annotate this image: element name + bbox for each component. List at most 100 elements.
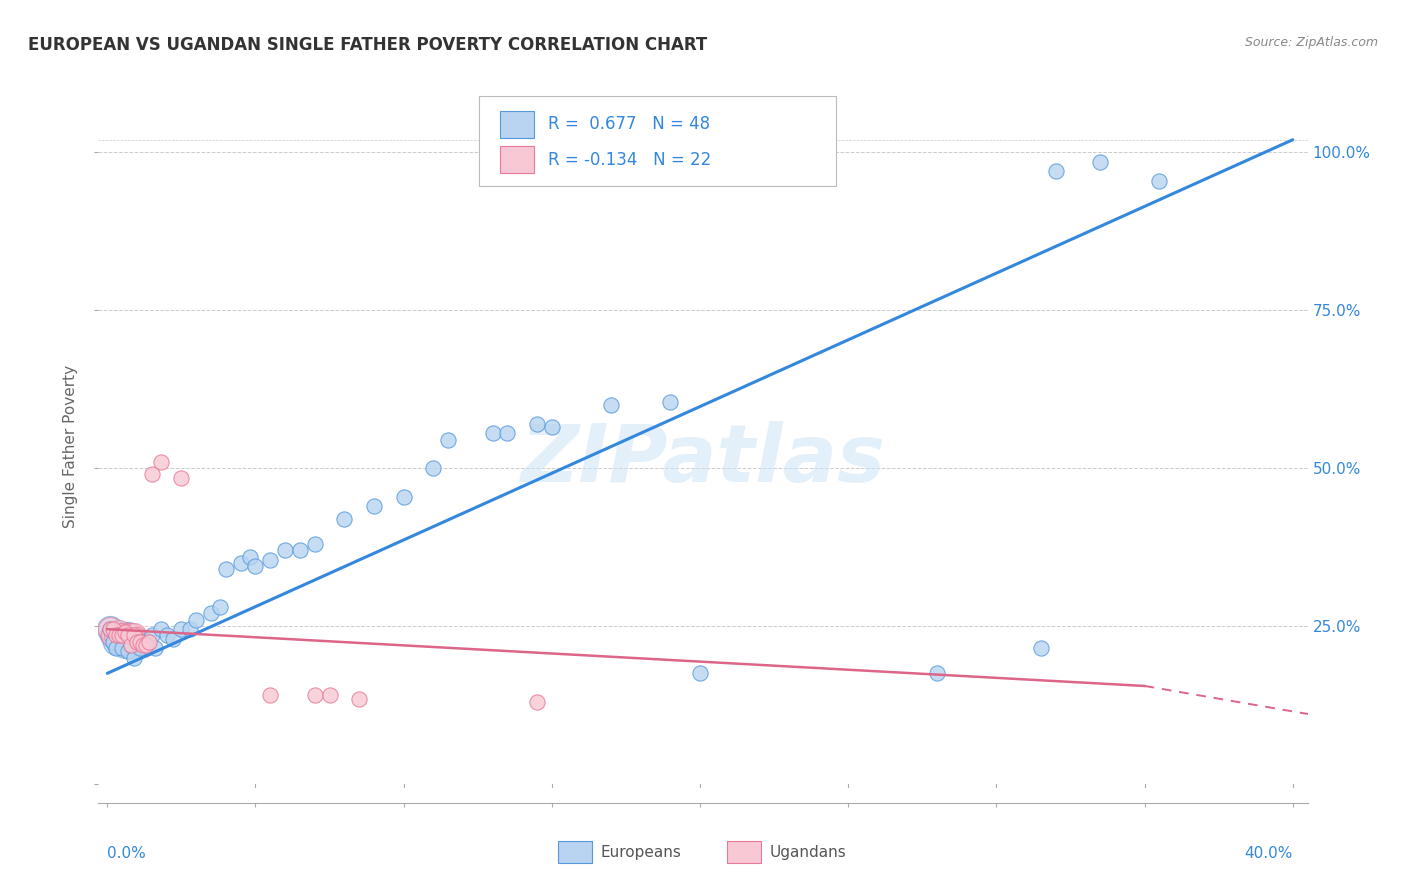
Point — [1029, 641, 1052, 656]
Point — [437, 433, 460, 447]
Point — [132, 638, 155, 652]
Point — [274, 543, 297, 558]
Point — [927, 666, 949, 681]
Point — [363, 499, 385, 513]
Point — [170, 622, 193, 636]
FancyBboxPatch shape — [501, 111, 534, 137]
Text: R =  0.677   N = 48: R = 0.677 N = 48 — [548, 115, 710, 133]
Point — [138, 634, 160, 648]
Point — [162, 632, 184, 646]
Point — [481, 426, 503, 441]
Point — [98, 622, 121, 636]
Point — [318, 689, 340, 703]
Text: 40.0%: 40.0% — [1244, 846, 1292, 861]
Point — [105, 634, 128, 648]
Point — [149, 455, 172, 469]
Point — [208, 600, 231, 615]
Point — [526, 417, 548, 431]
Text: Europeans: Europeans — [600, 845, 681, 860]
Point — [120, 638, 142, 652]
Point — [215, 562, 238, 576]
Point — [122, 650, 145, 665]
Point — [129, 634, 152, 648]
Point — [141, 628, 163, 642]
Point — [111, 628, 134, 642]
FancyBboxPatch shape — [558, 840, 592, 863]
Point — [114, 634, 136, 648]
Point — [108, 634, 131, 648]
Point — [125, 634, 148, 648]
Point — [132, 638, 155, 652]
Point — [132, 634, 155, 648]
Point — [105, 628, 128, 642]
Point — [122, 628, 145, 642]
Point — [259, 552, 281, 566]
Point — [229, 556, 252, 570]
Point — [259, 689, 281, 703]
Text: Ugandans: Ugandans — [769, 845, 846, 860]
Point — [103, 628, 125, 642]
Point — [540, 420, 562, 434]
Point — [120, 638, 142, 652]
Point — [111, 628, 134, 642]
Text: Source: ZipAtlas.com: Source: ZipAtlas.com — [1244, 36, 1378, 49]
Point — [135, 638, 157, 652]
Point — [114, 625, 136, 640]
Point — [526, 695, 548, 709]
Point — [1045, 164, 1067, 178]
Point — [347, 691, 370, 706]
Point — [143, 641, 166, 656]
Point — [103, 622, 125, 636]
Point — [105, 641, 128, 656]
Point — [155, 628, 177, 642]
Point — [98, 622, 121, 636]
Text: ZIPatlas: ZIPatlas — [520, 421, 886, 500]
Point — [179, 622, 201, 636]
Point — [114, 628, 136, 642]
FancyBboxPatch shape — [727, 840, 761, 863]
Point — [304, 689, 326, 703]
Point — [114, 638, 136, 652]
FancyBboxPatch shape — [501, 146, 534, 173]
Point — [245, 559, 267, 574]
Point — [111, 641, 134, 656]
Point — [111, 628, 134, 642]
Point — [200, 607, 222, 621]
Point — [125, 632, 148, 646]
Point — [496, 426, 519, 441]
Point — [120, 628, 142, 642]
Point — [129, 641, 152, 656]
Text: R = -0.134   N = 22: R = -0.134 N = 22 — [548, 151, 711, 169]
Point — [304, 537, 326, 551]
Point — [120, 638, 142, 652]
Point — [170, 470, 193, 484]
FancyBboxPatch shape — [479, 96, 837, 186]
Y-axis label: Single Father Poverty: Single Father Poverty — [63, 365, 79, 527]
Point — [659, 394, 682, 409]
Point — [333, 511, 356, 525]
Text: 0.0%: 0.0% — [107, 846, 146, 861]
Point — [689, 666, 711, 681]
Point — [98, 622, 121, 636]
Point — [103, 634, 125, 648]
Point — [98, 622, 121, 636]
Point — [600, 398, 623, 412]
Point — [288, 543, 311, 558]
Point — [392, 490, 415, 504]
Point — [149, 622, 172, 636]
Point — [141, 467, 163, 482]
Point — [138, 634, 160, 648]
Point — [129, 634, 152, 648]
Point — [117, 628, 139, 642]
Point — [108, 625, 131, 640]
Point — [125, 634, 148, 648]
Point — [186, 613, 208, 627]
Point — [117, 628, 139, 642]
Point — [1149, 174, 1171, 188]
Point — [117, 628, 139, 642]
Point — [103, 628, 125, 642]
Point — [108, 628, 131, 642]
Point — [108, 628, 131, 642]
Point — [239, 549, 262, 564]
Text: EUROPEAN VS UGANDAN SINGLE FATHER POVERTY CORRELATION CHART: EUROPEAN VS UGANDAN SINGLE FATHER POVERT… — [28, 36, 707, 54]
